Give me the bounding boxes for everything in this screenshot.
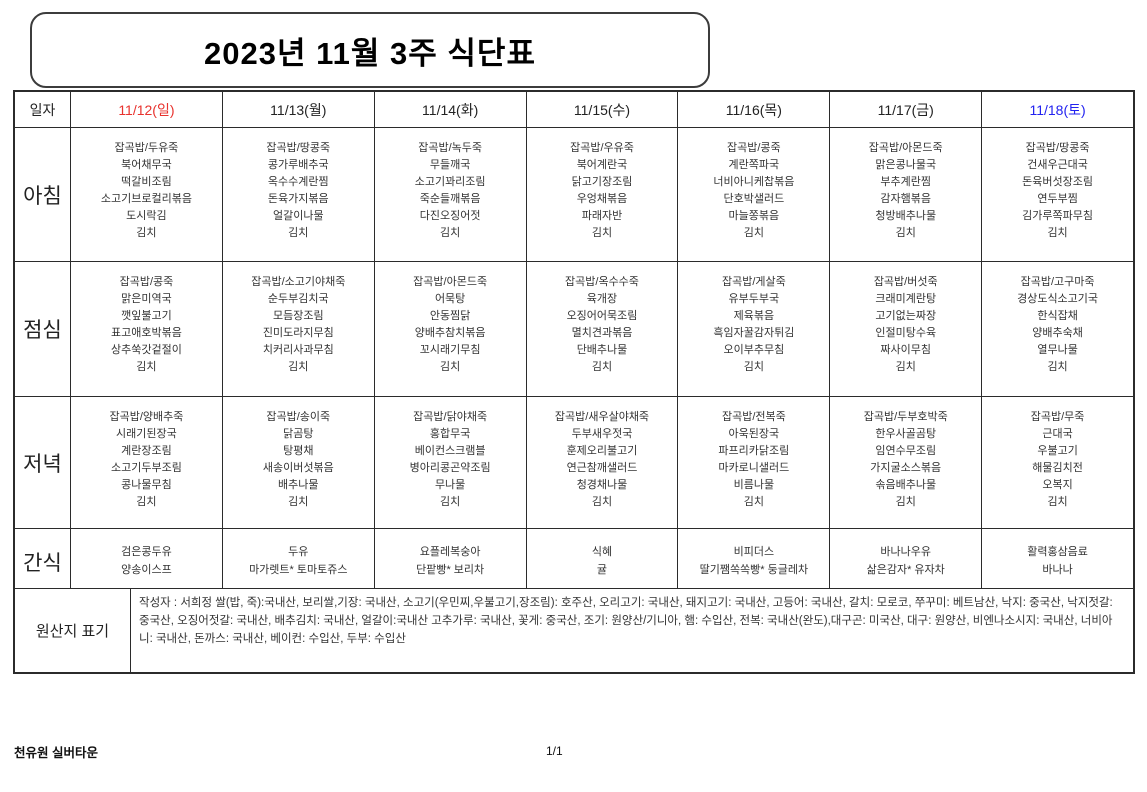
lunch-cell-tue: 잡곡밥/아몬드죽 어묵탕 안동찜닭 양배추참치볶음 꼬시래기무침 김치 bbox=[374, 262, 526, 396]
dinner-cell-sat: 잡곡밥/무죽 근대국 우불고기 해물김치전 오복지 김치 bbox=[982, 397, 1133, 528]
snack-cell-sat: 활력홍삼음료 바나나 bbox=[982, 529, 1133, 594]
row-label-snack: 간식 bbox=[15, 529, 70, 594]
snack-cell-mon: 두유 마가렛트* 토마토쥬스 bbox=[222, 529, 374, 594]
origin-row: 원산지 표기 작성자 : 서희정 쌀(밥, 죽):국내산, 보리쌀,기장: 국내… bbox=[13, 588, 1135, 674]
day-header-sun: 11/12(일) bbox=[71, 92, 222, 127]
meal-plan-table: 일자 11/12(일) 11/13(월) 11/14(화) 11/15(수) 1… bbox=[13, 90, 1135, 594]
date-column-header: 일자 bbox=[15, 92, 70, 127]
lunch-cell-mon: 잡곡밥/소고기야채죽 순두부김치국 모듬장조림 진미도라지무침 치커리사과무침 … bbox=[222, 262, 374, 396]
dinner-cell-tue: 잡곡밥/닭야채죽 홍합무국 베이컨스크램블 병아리콩곤약조림 무나물 김치 bbox=[374, 397, 526, 528]
row-label-breakfast: 아침 bbox=[15, 128, 70, 261]
page-title: 2023년 11월 3주 식단표 bbox=[204, 35, 536, 71]
lunch-cell-sat: 잡곡밥/고구마죽 경상도식소고기국 한식잡채 양배추숙채 열무나물 김치 bbox=[982, 262, 1133, 396]
snack-cell-wed: 식혜 귤 bbox=[526, 529, 678, 594]
dinner-cell-sun: 잡곡밥/양배추죽 시래기된장국 계란장조림 소고기두부조림 콩나물무침 김치 bbox=[71, 397, 222, 528]
day-header-fri: 11/17(금) bbox=[830, 92, 982, 127]
page-number: 1/1 bbox=[546, 744, 563, 758]
snack-cell-thu: 비피더스 딸기쨈쏙쏙빵* 둥글레차 bbox=[678, 529, 830, 594]
origin-text: 작성자 : 서희정 쌀(밥, 죽):국내산, 보리쌀,기장: 국내산, 소고기(… bbox=[131, 589, 1133, 672]
facility-name: 천유원 실버타운 bbox=[14, 746, 98, 760]
lunch-cell-wed: 잡곡밥/옥수수죽 육개장 오징어어묵조림 멸치견과볶음 단배추나물 김치 bbox=[526, 262, 678, 396]
day-header-mon: 11/13(월) bbox=[222, 92, 374, 127]
dinner-cell-wed: 잡곡밥/새우살야채죽 두부새우젓국 훈제오리불고기 연근참깨샐러드 청경채나물 … bbox=[526, 397, 678, 528]
lunch-cell-fri: 잡곡밥/버섯죽 크래미계란탕 고기없는짜장 인절미탕수육 짜사이무침 김치 bbox=[830, 262, 982, 396]
origin-label: 원산지 표기 bbox=[15, 589, 130, 672]
day-header-wed: 11/15(수) bbox=[526, 92, 678, 127]
breakfast-cell-mon: 잡곡밥/땅콩죽 콩가루배추국 옥수수계란찜 돈육가지볶음 얼갈이나물 김치 bbox=[222, 128, 374, 261]
breakfast-cell-tue: 잡곡밥/녹두죽 무들깨국 소고기꽈리조림 죽순들깨볶음 다진오징어젓 김치 bbox=[374, 128, 526, 261]
row-label-dinner: 저녁 bbox=[15, 397, 70, 528]
breakfast-cell-sun: 잡곡밥/두유죽 북어채무국 떡갈비조림 소고기브로컬리볶음 도시락김 김치 bbox=[71, 128, 222, 261]
breakfast-cell-thu: 잡곡밥/콩죽 계란쪽파국 너비아니케찹볶음 단호박샐러드 마늘쫑볶음 김치 bbox=[678, 128, 830, 261]
breakfast-cell-fri: 잡곡밥/아몬드죽 맑은콩나물국 부추계란찜 감자햄볶음 청방배추나물 김치 bbox=[830, 128, 982, 261]
dinner-cell-fri: 잡곡밥/두부호박죽 한우사골곰탕 임연수무조림 가지굴소스볶음 솎음배추나물 김… bbox=[830, 397, 982, 528]
dinner-cell-mon: 잡곡밥/송이죽 닭곰탕 탕평채 새송이버섯볶음 배추나물 김치 bbox=[222, 397, 374, 528]
snack-cell-sun: 검은콩두유 양송이스프 bbox=[71, 529, 222, 594]
breakfast-cell-wed: 잡곡밥/우유죽 북어계란국 닭고기장조림 우엉채볶음 파래자반 김치 bbox=[526, 128, 678, 261]
day-header-sat: 11/18(토) bbox=[982, 92, 1133, 127]
day-header-thu: 11/16(목) bbox=[678, 92, 830, 127]
snack-cell-fri: 바나나우유 삶은감자* 유자차 bbox=[830, 529, 982, 594]
dinner-cell-thu: 잡곡밥/전복죽 아욱된장국 파프리카닭조림 마카로니샐러드 비름나물 김치 bbox=[678, 397, 830, 528]
row-label-lunch: 점심 bbox=[15, 262, 70, 396]
breakfast-cell-sat: 잡곡밥/땅콩죽 건새우근대국 돈육버섯장조림 연두부찜 김가루쪽파무침 김치 bbox=[982, 128, 1133, 261]
lunch-cell-sun: 잡곡밥/콩죽 맑은미역국 깻잎불고기 표고애호박볶음 상추쑥갓겉절이 김치 bbox=[71, 262, 222, 396]
day-header-tue: 11/14(화) bbox=[374, 92, 526, 127]
snack-cell-tue: 요플레복숭아 단팥빵* 보리차 bbox=[374, 529, 526, 594]
title-box: 2023년 11월 3주 식단표 bbox=[30, 12, 710, 88]
lunch-cell-thu: 잡곡밥/게살죽 유부두부국 제육볶음 흑임자꿀감자튀김 오이부추무침 김치 bbox=[678, 262, 830, 396]
